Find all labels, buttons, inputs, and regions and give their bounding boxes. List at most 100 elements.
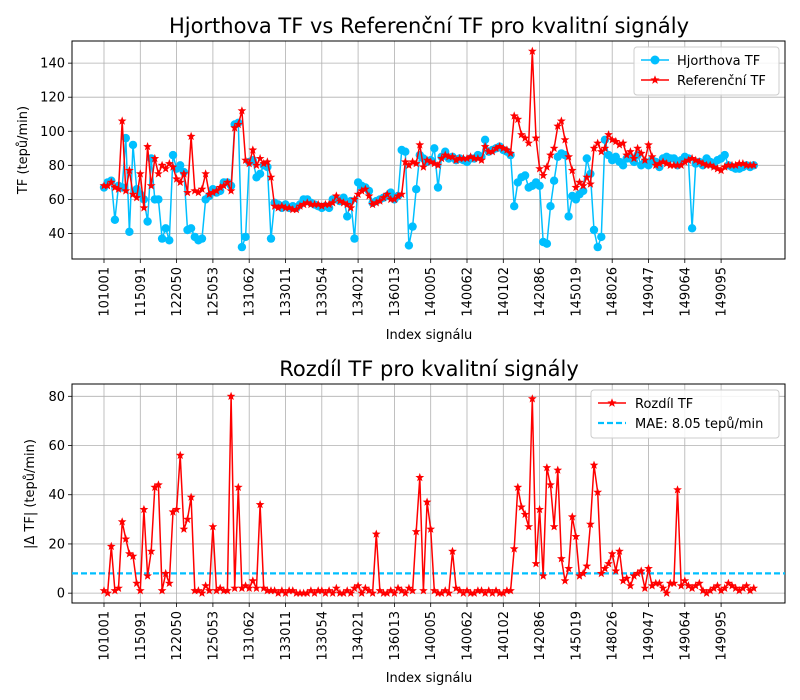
data-point-rozdil-tf [165,578,174,587]
data-point-referencni-tf [143,142,152,151]
data-point-rozdil-tf [626,581,635,590]
top-chart-x-tick-label: 115091 [134,267,149,317]
bottom-chart-y-axis-label: |Δ TF| (tepů/min) [23,439,38,549]
data-point-rozdil-tf [404,583,414,592]
data-point-referencni-tf [531,133,541,142]
data-point-rozdil-tf [455,586,465,595]
data-point-referencni-tf [103,181,112,190]
data-point-referencni-tf [694,157,704,166]
data-point-referencni-tf [368,199,377,209]
data-point-rozdil-tf [379,588,388,597]
data-point-rozdil-tf [655,578,664,587]
data-point-rozdil-tf [629,571,639,580]
data-point-referencni-tf [745,160,755,169]
data-point-referencni-tf [270,201,279,210]
bottom-chart-x-axis: 101001 115091 122050 125053 131062 133011 1330… [98,603,730,661]
data-point-referencni-tf [364,191,374,200]
data-point-referencni-tf [633,143,642,152]
data-point-referencni-tf [295,201,305,210]
data-point-referencni-tf [190,186,200,195]
legend-label-referencni: Referenční TF [677,74,766,89]
bottom-chart-x-axis-label: Index signálu [386,671,473,686]
top-chart-x-tick-label: 125053 [206,267,221,317]
data-point-referencni-tf [226,186,236,195]
data-point-referencni-tf [586,179,595,188]
data-point-hjorthova-tf [255,169,265,178]
data-point-rozdil-tf [553,465,563,474]
top-chart-x-tick-label: 140062 [461,267,476,317]
data-point-rozdil-tf [386,586,396,595]
bottom-chart-x-tick-label: 133054 [315,611,330,661]
top-chart-x-tick-label: 136013 [388,267,403,317]
data-point-referencni-tf [557,116,566,125]
data-point-referencni-tf [165,159,174,168]
data-point-rozdil-tf [509,544,519,553]
data-point-rozdil-tf [415,472,425,482]
bottom-chart-x-tick-label: 136013 [388,611,403,661]
data-point-referencni-tf [473,153,483,163]
data-point-rozdil-tf [288,586,298,595]
data-point-referencni-tf [302,198,312,207]
data-point-rozdil-tf [299,588,308,597]
data-point-rozdil-tf [350,583,359,592]
data-point-referencni-tf [106,177,116,187]
bottom-chart-legend: Rozdíl TF MAE: 8.05 tepů/min [590,389,780,439]
data-point-rozdil-tf [430,586,439,595]
bottom-chart-x-tick-label: 133011 [279,611,294,661]
data-point-referencni-tf [117,116,127,125]
data-point-hjorthova-tf [143,217,152,226]
data-point-referencni-tf [361,184,370,193]
data-point-rozdil-tf [143,571,152,580]
data-point-rozdil-tf [676,581,686,590]
data-point-rozdil-tf [488,588,497,597]
data-point-referencni-tf [259,159,269,168]
data-point-rozdil-tf [223,586,232,595]
data-point-referencni-tf [538,170,548,180]
data-point-hjorthova-tf [549,176,559,185]
data-point-referencni-tf [684,155,693,164]
data-point-referencni-tf [248,145,258,154]
data-point-rozdil-tf [244,583,254,592]
data-point-referencni-tf [498,143,508,152]
data-point-referencni-tf [571,182,581,192]
data-point-referencni-tf [132,193,141,202]
data-point-rozdil-tf [121,534,131,543]
data-point-referencni-tf [734,159,744,168]
data-point-rozdil-tf [342,586,352,595]
data-point-rozdil-tf [575,571,584,580]
data-point-hjorthova-tf [165,236,174,245]
data-point-referencni-tf [731,160,740,169]
data-point-rozdil-tf [462,586,472,595]
bottom-chart-x-tick-label: 115091 [134,611,149,661]
data-point-rozdil-tf [531,559,541,568]
top-chart-y-tick-label: 40 [48,227,65,242]
bottom-chart-x-tick-label: 140062 [461,611,476,661]
data-point-hjorthova-tf [597,232,606,242]
data-point-referencni-tf [408,157,417,166]
data-point-rozdil-tf [611,566,621,575]
data-point-referencni-tf [277,201,287,210]
top-chart-legend: Hjorthova TF Referenční TF [633,46,780,96]
data-point-rozdil-tf [117,517,127,526]
data-point-rozdil-tf [600,564,610,573]
data-point-referencni-tf [477,155,486,164]
data-point-referencni-tf [618,138,628,147]
data-point-referencni-tf [161,164,171,173]
data-point-rozdil-tf [419,586,428,595]
data-point-referencni-tf [727,160,737,169]
data-point-referencni-tf [582,172,592,181]
bottom-chart-x-tick-label: 149047 [642,611,657,661]
data-point-rozdil-tf [542,463,552,472]
bottom-chart-x-tick-label: 131062 [243,611,258,661]
data-point-referencni-tf [724,160,733,169]
data-point-rozdil-tf [680,576,690,585]
top-chart-x-tick-label: 142086 [533,267,548,317]
data-point-referencni-tf [549,143,559,152]
data-point-hjorthova-tf [266,234,276,243]
data-point-hjorthova-tf [535,181,544,190]
top-chart-y-tick-label: 140 [40,57,65,72]
data-point-hjorthova-tf [161,224,170,233]
data-point-referencni-tf [255,153,265,163]
bottom-chart-x-tick-label: 148026 [606,611,621,661]
data-point-hjorthova-tf [546,202,555,211]
